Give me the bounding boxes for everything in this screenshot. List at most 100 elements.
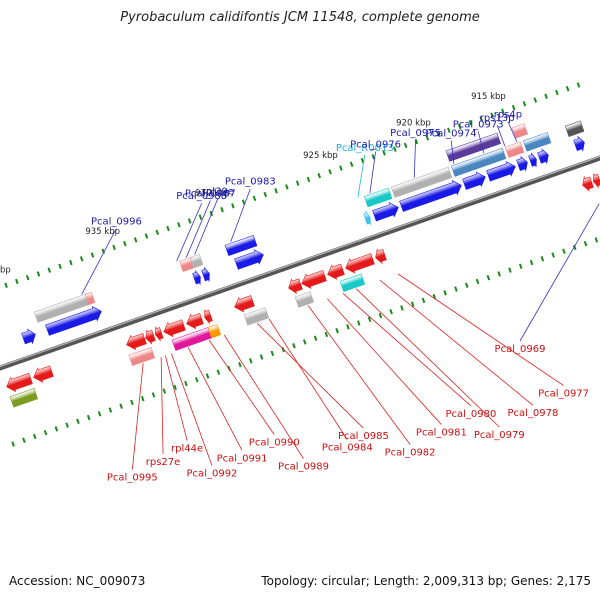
gene-shape <box>363 210 371 226</box>
scale-tick <box>166 225 170 232</box>
gene-shape <box>224 234 258 257</box>
scale-label: 940 kbp <box>0 265 11 275</box>
scale-tick <box>270 350 275 356</box>
gene-feature <box>582 175 594 192</box>
scale-tick <box>371 154 376 160</box>
gene-shape <box>207 323 222 339</box>
gene-feature <box>573 135 585 152</box>
gene-shape <box>201 267 210 282</box>
scale-tick <box>295 180 300 186</box>
scale-tick <box>285 184 289 190</box>
label-leader-line <box>327 298 442 425</box>
gene-shape <box>145 329 156 345</box>
gene-feature <box>145 329 156 345</box>
scale-tick <box>220 206 224 213</box>
gene-shape <box>462 171 486 190</box>
label-leader-line <box>170 353 213 466</box>
label-leader-line <box>342 293 472 407</box>
scale-tick <box>533 97 538 103</box>
scale-tick <box>421 297 426 304</box>
gene-shape <box>390 166 453 198</box>
scale-tick <box>155 229 160 236</box>
gene-label: rpl44e <box>171 443 203 454</box>
gene-feature <box>450 147 507 177</box>
gene-feature <box>204 309 213 324</box>
label-leader-line <box>379 279 534 406</box>
scale-tick <box>216 369 221 375</box>
scale-tick <box>151 392 156 398</box>
gene-feature <box>399 179 462 212</box>
label-leader-line <box>256 323 364 429</box>
gene-shape <box>516 155 528 172</box>
gene-feature <box>201 267 210 282</box>
gene-feature <box>243 307 270 326</box>
scale-tick <box>4 282 8 288</box>
gene-feature <box>234 295 255 313</box>
gene-feature <box>516 155 528 172</box>
gene-shape <box>327 263 345 280</box>
scale-tick <box>119 403 123 409</box>
scale-tick <box>378 312 383 319</box>
scale-tick <box>54 426 59 432</box>
scale-tick <box>349 161 354 167</box>
gene-feature <box>128 347 156 366</box>
gene-label: Pcal_R0013 <box>336 143 394 154</box>
label-leader-line <box>185 200 211 258</box>
gene-feature <box>84 291 96 305</box>
gene-label: Pcal_0975 <box>390 128 441 139</box>
scale-tick <box>187 218 192 224</box>
gene-label: Pcal_0991 <box>217 453 268 464</box>
scale-tick <box>76 418 80 425</box>
gene-feature <box>504 141 525 158</box>
scale-tick <box>292 343 296 349</box>
gene-shape <box>33 365 54 383</box>
gene-label: Pcal_0979 <box>474 430 525 441</box>
scale-tick <box>205 373 210 379</box>
scale-tick <box>540 256 545 262</box>
gene-shape <box>155 326 164 342</box>
scale-tick <box>475 278 480 285</box>
gene-feature <box>363 187 393 208</box>
scale-tick <box>335 327 339 334</box>
gene-shape <box>84 291 96 305</box>
gene-shape <box>243 307 270 326</box>
scale-tick <box>241 199 246 205</box>
scale-tick <box>238 361 242 368</box>
scale-tick <box>367 316 372 322</box>
scale-tick <box>457 123 462 130</box>
label-leader-line <box>81 228 117 295</box>
scale-tick <box>382 150 386 156</box>
gene-shape <box>45 305 102 336</box>
label-leader-line <box>355 288 500 428</box>
scale-tick <box>511 104 516 111</box>
scale-tick <box>36 271 41 277</box>
label-leader-line <box>268 318 348 440</box>
scale-tick <box>90 252 95 258</box>
scale-tick <box>47 267 52 273</box>
gene-feature <box>294 291 315 308</box>
scale-tick <box>576 82 581 88</box>
scale-tick <box>58 263 62 270</box>
scale-tick <box>97 411 102 417</box>
scale-label: 935 kbp <box>85 227 120 237</box>
scale-tick <box>447 127 451 133</box>
gene-label: Pcal_0995 <box>107 472 158 483</box>
scale-tick <box>410 301 415 307</box>
scale-tick <box>173 384 177 391</box>
scale-label: 915 kbp <box>471 92 506 102</box>
gene-shape <box>204 309 213 324</box>
gene-shape <box>573 135 585 152</box>
gene-shape <box>399 179 462 212</box>
scale-tick <box>479 116 484 122</box>
gene-shape <box>126 333 147 351</box>
gene-shape <box>301 270 327 289</box>
label-leader-line <box>187 347 243 451</box>
label-leader-line <box>369 151 376 194</box>
scale-tick <box>108 407 113 413</box>
scale-tick <box>263 191 268 198</box>
label-leader-line <box>397 273 564 386</box>
gene-label: Pcal_0976 <box>350 140 401 151</box>
gene-label: Pcal_0985 <box>338 431 389 442</box>
gene-feature <box>163 319 186 338</box>
gene-shape <box>504 141 525 158</box>
